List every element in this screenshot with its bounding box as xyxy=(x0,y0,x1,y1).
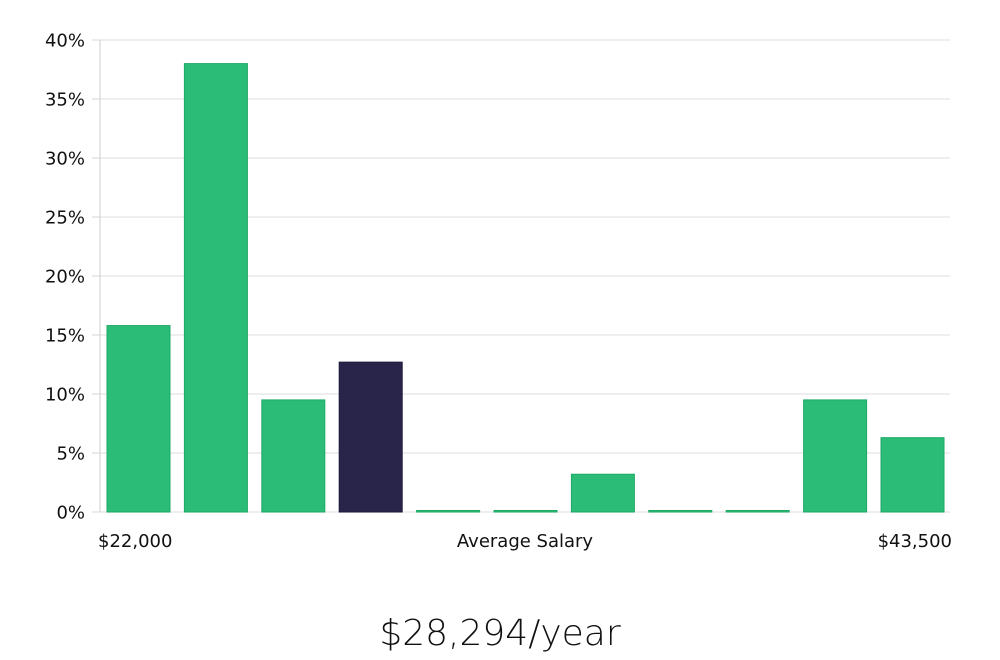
bar xyxy=(725,510,790,513)
bar xyxy=(648,510,713,513)
x-label-min: $22,000 xyxy=(98,531,172,552)
y-tick-label: 0% xyxy=(56,503,85,524)
y-tick-label: 40% xyxy=(45,31,85,52)
bar xyxy=(106,325,171,513)
average-salary-value: $28,294/year xyxy=(379,613,621,654)
bar xyxy=(183,63,248,513)
x-label-max: $43,500 xyxy=(878,531,952,552)
labels: 0% 5% 10% 15% 20% 25% 30% 35% 40% $22,000 Average … xyxy=(45,31,952,553)
y-tick-label: 35% xyxy=(45,90,85,111)
bar xyxy=(261,399,326,513)
y-tick-label: 20% xyxy=(45,267,85,288)
bar xyxy=(570,473,635,513)
bar xyxy=(803,399,868,513)
y-tick-label: 25% xyxy=(45,208,85,229)
y-tick-label: 10% xyxy=(45,385,85,406)
y-tick-label: 15% xyxy=(45,326,85,347)
bar xyxy=(493,510,558,513)
bar-average-salary xyxy=(338,361,403,513)
salary-histogram: 0% 5% 10% 15% 20% 25% 30% 35% 40% $22,000 Average … xyxy=(45,31,952,553)
bars xyxy=(106,63,945,513)
bar xyxy=(880,437,945,513)
bar xyxy=(416,510,481,513)
y-tick-label: 30% xyxy=(45,149,85,170)
x-label-center: Average Salary xyxy=(457,531,594,552)
y-tick-label: 5% xyxy=(56,444,85,465)
